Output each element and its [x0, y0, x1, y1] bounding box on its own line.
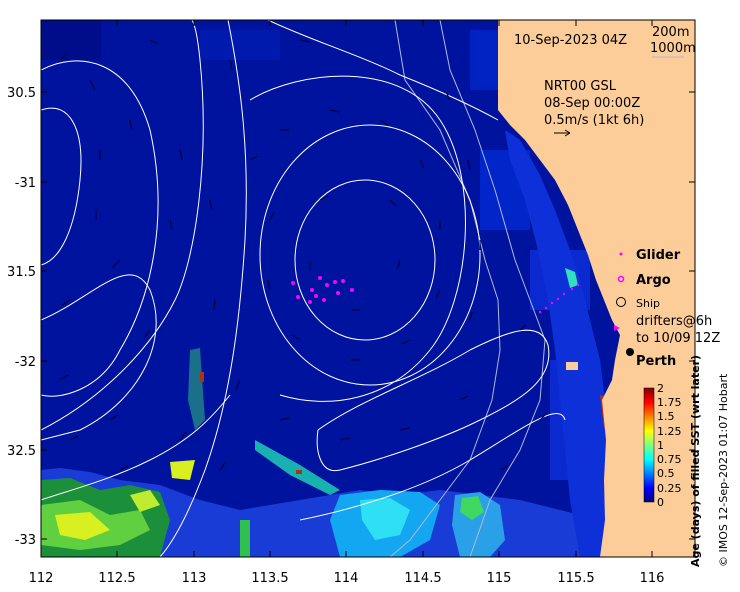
colorbar-label: 0.5	[657, 467, 675, 480]
argo-float-marker	[291, 281, 295, 285]
sst-coastal-patch	[565, 268, 578, 288]
x-ticks	[40, 20, 653, 557]
colorbar-label: 0.75	[657, 453, 682, 466]
argo-float-marker	[296, 295, 300, 299]
plot-frame	[40, 19, 696, 558]
eddy-contour	[41, 107, 82, 266]
eddy-contour	[259, 124, 481, 386]
legend-drifters-1: drifters@6h	[636, 314, 712, 329]
sst-yellow-patch	[170, 460, 195, 480]
isobath-200m	[439, 20, 546, 557]
perth-marker-icon	[626, 348, 634, 356]
x-tick-label: 114	[334, 571, 359, 586]
argo-float-marker	[341, 279, 345, 283]
colorbar	[643, 387, 655, 503]
date-label: 10-Sep-2023 04Z	[514, 33, 627, 48]
x-tick-label: 115.5	[557, 571, 594, 586]
scale-arrow-icon	[554, 129, 571, 137]
argo-float-marker	[336, 291, 340, 295]
y-tick-label: -33	[15, 533, 36, 548]
argo-float-marker	[318, 276, 322, 280]
stream-contour	[41, 394, 231, 501]
stream-contour	[41, 20, 204, 431]
x-tick-label: 112	[29, 571, 54, 586]
colorbar-label: 1	[657, 439, 664, 452]
city-label: Perth	[636, 354, 676, 369]
colorbar-label: 1.75	[657, 396, 682, 409]
eddy-contour	[41, 274, 157, 441]
sst-streak	[255, 440, 340, 495]
legend-glider: Glider	[636, 248, 681, 263]
ocean-patch	[200, 30, 280, 60]
x-tick-label: 116	[640, 571, 665, 586]
current-source: NRT00 GSL	[544, 79, 617, 94]
arrow-scale-label: 0.5m/s (1kt 6h)	[544, 113, 644, 128]
sst-hot-pixel	[296, 470, 302, 474]
colorbar-title: Age (days) of filled SST (wrt later)	[689, 355, 702, 567]
rottnest-island	[566, 362, 578, 370]
y-tick-label: 31.5	[7, 265, 36, 280]
y-tick-label: -31	[15, 176, 36, 191]
y-tick-label: 32.5	[7, 444, 36, 459]
stream-contour	[316, 329, 550, 472]
stream-contour	[267, 20, 499, 121]
colorbar-label: 0	[657, 496, 664, 509]
colorbar-label: 1.5	[657, 410, 675, 423]
eddy-contour	[41, 60, 159, 397]
legend-drifters-2: to 10/09 12Z	[636, 331, 720, 346]
sst-green-patch	[240, 520, 250, 557]
glider-marker-icon	[619, 252, 623, 256]
coastal-waters	[505, 130, 612, 557]
y-tick-label: 30.5	[7, 86, 36, 101]
colorbar-label: 2	[657, 382, 664, 395]
argo-cluster	[291, 276, 354, 304]
sst-cyan-patch	[360, 498, 410, 540]
x-tick-labels: 112 112.5 113 113.5 114 114.5 115 115.5 …	[29, 571, 665, 586]
eddy-contour	[294, 179, 436, 341]
x-tick-label: 113.5	[251, 571, 288, 586]
sst-patch	[188, 348, 205, 430]
current-time: 08-Sep 00:00Z	[544, 96, 640, 111]
argo-float-marker	[333, 280, 337, 284]
x-tick-label: 115	[487, 571, 512, 586]
x-tick-label: 113	[182, 571, 207, 586]
y-tick-label: -32	[15, 355, 36, 370]
stream-contour	[159, 20, 247, 557]
colorbar-label: 1.25	[657, 425, 682, 438]
colorbar-label: 0.25	[657, 482, 682, 495]
drifter-head-marker	[614, 325, 620, 331]
x-tick-label: 112.5	[98, 571, 135, 586]
argo-float-marker	[322, 298, 326, 302]
drifter-track	[538, 283, 580, 314]
argo-float-marker	[350, 288, 354, 292]
argo-marker-icon	[617, 275, 625, 283]
argo-float-marker	[308, 300, 312, 304]
stream-contour	[249, 75, 466, 402]
sst-yellow-patch	[130, 490, 160, 512]
depth-label-200m: 200m	[652, 25, 689, 40]
ship-marker-icon	[616, 297, 626, 307]
stream-contour	[299, 413, 566, 521]
ocean-patch	[41, 20, 101, 60]
sst-hot-pixel	[200, 372, 204, 382]
isobath-1000m	[389, 20, 501, 557]
colorbar-labels: 2 1.75 1.5 1.25 1 0.75 0.5 0.25 0	[657, 382, 682, 509]
x-tick-label: 114.5	[404, 571, 441, 586]
credit-label: © IMOS 12-Sep-2023 01:07 Hobart	[717, 373, 730, 567]
current-vectors	[59, 39, 547, 471]
sst-yellow-patch	[55, 512, 110, 540]
argo-float-marker	[310, 288, 314, 292]
argo-float-marker	[325, 283, 329, 287]
sst-green-patch	[460, 496, 484, 520]
legend-argo: Argo	[636, 273, 671, 288]
y-tick-labels: 30.5 -31 31.5 -32 32.5 -33	[7, 86, 36, 548]
depth-label-1000m: 1000m	[650, 41, 696, 56]
y-ticks	[41, 91, 695, 540]
argo-float-marker	[314, 294, 318, 298]
legend-ship: Ship	[636, 297, 660, 310]
